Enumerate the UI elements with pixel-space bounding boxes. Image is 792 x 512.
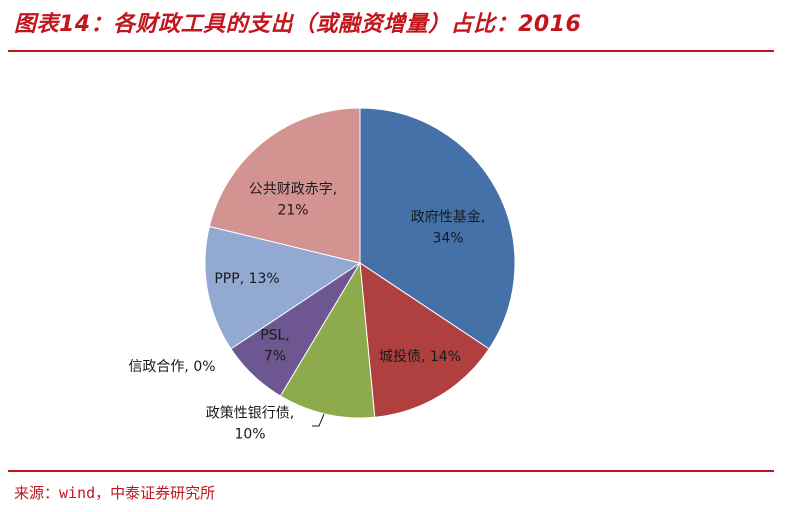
leader-lines	[312, 413, 325, 427]
pie-slice-ppp	[204, 225, 362, 350]
pie-slice-policy-bank-bond	[279, 261, 376, 419]
data-label-gov-fund: 政府性基金,	[411, 209, 485, 226]
title-divider	[8, 50, 774, 52]
data-label-chengtou-bond: 城投债, 14%	[379, 349, 461, 365]
data-label-psl: 7%	[264, 349, 286, 365]
source-note: 来源：wind，中泰证券研究所	[14, 484, 216, 502]
leader-line-policy-bank-bond	[312, 413, 325, 427]
data-label-fiscal-deficit: 21%	[277, 203, 308, 219]
chart-title: 图表14：各财政工具的支出（或融资增量）占比：2016	[14, 12, 582, 37]
data-labels: 政府性基金, 34% 城投债, 14% 政策性银行债, 10% PSL, 7% 信政合作, 0…	[128, 182, 485, 443]
pie-chart: 政府性基金, 34% 城投债, 14% 政策性银行债, 10% PSL, 7% 信政合作, 0…	[128, 107, 516, 443]
data-label-fiscal-deficit: 公共财政赤字,	[249, 182, 337, 198]
footer-divider	[8, 470, 774, 472]
data-label-gov-fund: 34%	[432, 231, 463, 247]
pie-slice-chengtou-bond	[359, 262, 490, 418]
data-label-policy-bank-bond: 10%	[234, 427, 265, 443]
pie-slice-fiscal-deficit	[208, 107, 361, 264]
data-label-trust-gov: 信政合作, 0%	[128, 359, 215, 375]
pie-slices	[204, 107, 516, 419]
data-label-psl: PSL,	[260, 328, 290, 344]
data-label-ppp: PPP, 13%	[214, 271, 279, 287]
data-label-policy-bank-bond: 政策性银行债,	[206, 405, 294, 422]
